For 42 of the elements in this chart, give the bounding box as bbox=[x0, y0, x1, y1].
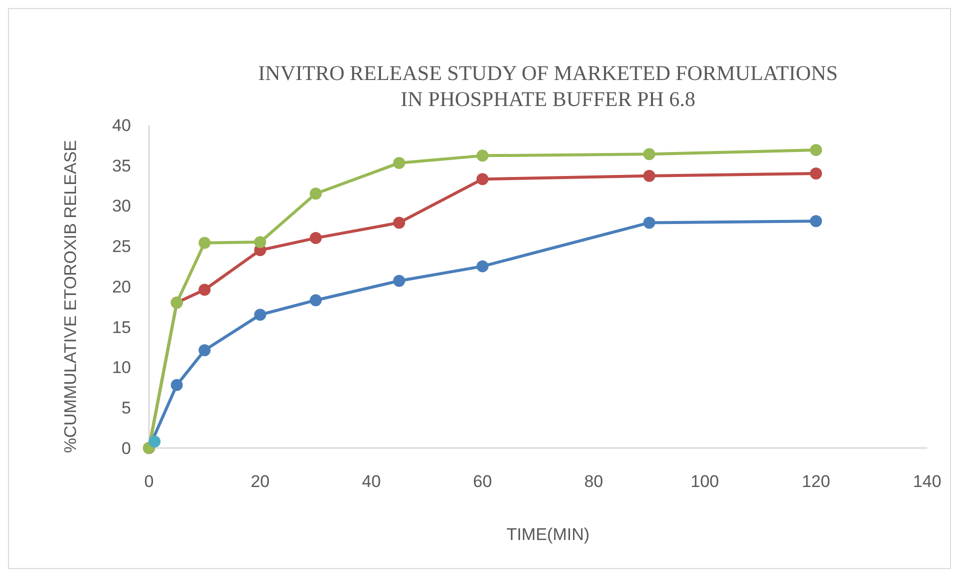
point bbox=[393, 274, 406, 287]
x-tick-label: 40 bbox=[362, 472, 381, 491]
point bbox=[170, 379, 183, 392]
x-tick-label: 60 bbox=[473, 472, 492, 491]
y-tick-label: 40 bbox=[112, 116, 131, 135]
point bbox=[198, 236, 211, 249]
point bbox=[198, 344, 211, 356]
x-tick-label: 20 bbox=[250, 472, 270, 491]
point bbox=[476, 150, 488, 162]
x-axis-title: TIME(MIN) bbox=[506, 525, 590, 544]
point bbox=[393, 216, 406, 229]
point bbox=[393, 156, 406, 169]
y-tick-label: 35 bbox=[112, 156, 131, 176]
point bbox=[310, 294, 322, 306]
y-tick-label: 20 bbox=[112, 277, 131, 296]
y-tick-label: 30 bbox=[112, 196, 131, 216]
point bbox=[148, 436, 161, 448]
y-tick-label: 10 bbox=[112, 358, 131, 378]
point bbox=[198, 284, 211, 296]
point bbox=[643, 170, 656, 182]
y-tick-label: 5 bbox=[122, 398, 131, 418]
point bbox=[643, 148, 656, 160]
point bbox=[476, 173, 488, 186]
x-tick-label: 100 bbox=[690, 472, 720, 491]
point bbox=[810, 144, 822, 156]
point bbox=[643, 216, 656, 229]
point bbox=[476, 260, 488, 272]
point bbox=[810, 167, 822, 180]
y-tick-label: 0 bbox=[122, 438, 131, 458]
point bbox=[254, 236, 266, 248]
y-tick-label: 15 bbox=[112, 318, 131, 337]
point bbox=[310, 232, 322, 244]
chart-title: INVITRO RELEASE STUDY OF MARKETED FORMULATIONS IN PHOSPHATE BUFFER PH 6.8 bbox=[258, 61, 838, 111]
x-tick-label: 0 bbox=[144, 472, 154, 491]
point bbox=[310, 188, 322, 200]
x-tick-label: 80 bbox=[584, 472, 604, 491]
x-tick-label: 140 bbox=[912, 472, 942, 491]
point bbox=[810, 215, 822, 228]
point bbox=[254, 308, 266, 321]
y-axis-title: %CUMMULATIVE ETOROXIB RELEASE bbox=[61, 140, 80, 453]
x-tick-label: 120 bbox=[802, 472, 830, 491]
y-tick-label: 25 bbox=[112, 237, 131, 256]
